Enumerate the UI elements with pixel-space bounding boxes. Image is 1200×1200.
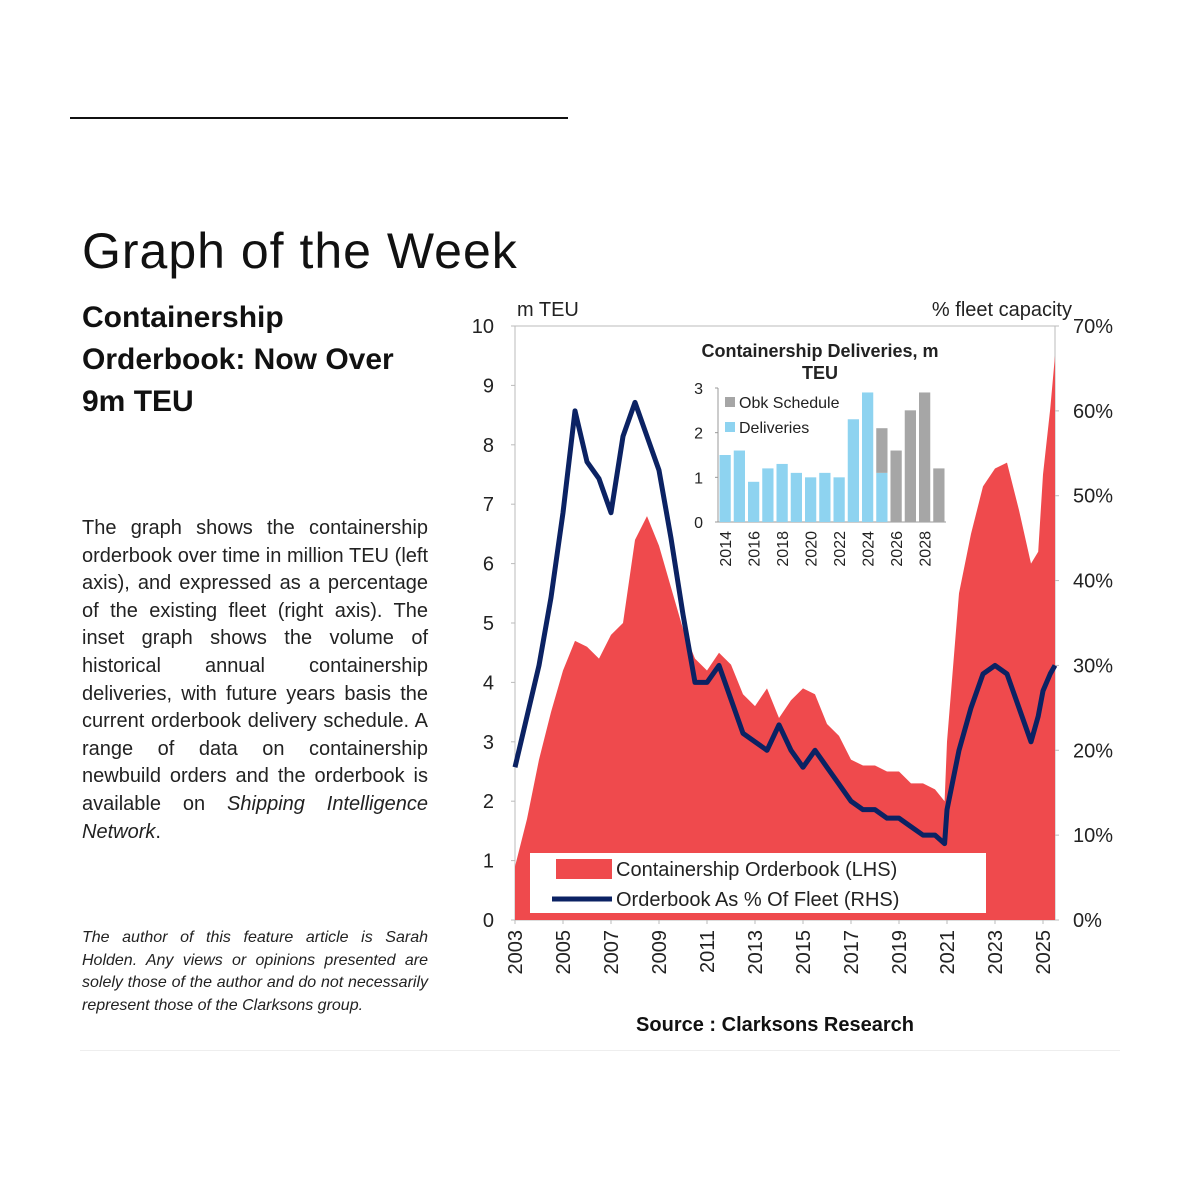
inset-y-tick-label: 3	[694, 381, 703, 398]
inset-x-tick-label: 2020	[804, 531, 821, 567]
x-tick-label: 2007	[601, 930, 623, 975]
x-tick-label: 2019	[889, 930, 911, 975]
inset-x-tick-label: 2024	[861, 531, 878, 567]
inset-bar	[847, 419, 859, 522]
inset-x-tick-label: 2018	[775, 531, 792, 567]
y-axis-label: m TEU	[517, 299, 579, 321]
author-note: The author of this feature article is Sa…	[82, 929, 428, 1014]
inset-bar	[919, 392, 931, 522]
inset-y-tick-label: 2	[694, 426, 703, 443]
page-title: Graph of the Week	[82, 223, 518, 279]
x-tick-label: 2023	[985, 930, 1007, 975]
y-tick-label: 10	[472, 316, 494, 338]
body-emphasis: Shipping Intelligence Network	[82, 792, 428, 843]
y2-tick-label: 40%	[1073, 571, 1113, 593]
y2-axis-label: % fleet capacity	[932, 299, 1072, 321]
article-heading: Containership Orderbook: Now Over 9m TEU	[82, 301, 394, 418]
inset-bar	[733, 450, 745, 522]
inset-bar	[876, 472, 888, 522]
x-tick-label: 2021	[937, 930, 959, 975]
inset-bar	[862, 392, 874, 522]
y-tick-label: 7	[483, 494, 494, 516]
y-tick-label: 9	[483, 375, 494, 397]
inset-x-tick-label: 2026	[889, 531, 906, 567]
legend-label: Orderbook As % Of Fleet (RHS)	[616, 889, 899, 911]
rule	[80, 1050, 1120, 1051]
y2-tick-label: 50%	[1073, 486, 1113, 508]
inset-x-tick-label: 2028	[918, 531, 935, 567]
percent-line	[512, 399, 1058, 847]
inset-bar	[819, 472, 831, 522]
inset-legend-label: Deliveries	[739, 420, 809, 437]
y2-tick-label: 0%	[1073, 910, 1102, 932]
y-tick-label: 1	[483, 851, 494, 873]
x-tick-label: 2015	[793, 930, 815, 975]
inset-bar	[933, 468, 945, 522]
inset-bar	[833, 477, 845, 522]
inset-bar	[876, 428, 888, 473]
article-body: The graph shows the containership orderb…	[82, 515, 428, 846]
inset-x-tick-label: 2016	[747, 531, 764, 567]
x-tick-label: 2017	[841, 930, 863, 975]
legend-swatch	[556, 859, 612, 879]
y-tick-label: 8	[483, 435, 494, 457]
x-tick-label: 2003	[505, 930, 527, 975]
orderbook-area	[515, 355, 1055, 920]
y2-tick-label: 30%	[1073, 655, 1113, 677]
x-tick-label: 2009	[649, 930, 671, 975]
inset-title: Containership Deliveries, m TEU	[701, 341, 939, 383]
legend: Containership Orderbook (LHS) Orderbook A…	[530, 853, 986, 913]
y2-tick-label: 60%	[1073, 401, 1113, 423]
inset-bar	[790, 472, 802, 522]
x-tick-label: 2013	[745, 930, 767, 975]
inset-legend-swatch	[725, 397, 735, 407]
inset-x-tick-label: 2022	[832, 531, 849, 567]
inset-legend-swatch	[725, 422, 735, 432]
inset-bar	[776, 463, 788, 522]
body-text: .	[155, 820, 161, 843]
y-tick-label: 3	[483, 732, 494, 754]
body-text: The graph shows the containership orderb…	[82, 517, 428, 815]
y-tick-label: 6	[483, 554, 494, 576]
y2-tick-label: 10%	[1073, 825, 1113, 847]
inset-y-tick-label: 0	[694, 515, 703, 532]
inset-legend-label: Obk Schedule	[739, 395, 840, 412]
inset-bar	[748, 481, 760, 522]
inset-bar	[762, 468, 774, 522]
inset-bar	[805, 477, 817, 522]
y2-tick-label: 20%	[1073, 740, 1113, 762]
source: Source : Clarksons Research	[636, 1014, 914, 1036]
x-tick-label: 2011	[697, 930, 719, 973]
inset-bar	[904, 410, 916, 522]
inset-y-tick-label: 1	[694, 470, 703, 487]
y-tick-label: 2	[483, 791, 494, 813]
y2-tick-label: 70%	[1073, 316, 1113, 338]
inset-bar	[890, 450, 902, 522]
x-tick-label: 2025	[1033, 930, 1055, 975]
legend-label: Containership Orderbook (LHS)	[616, 859, 897, 881]
y-tick-label: 0	[483, 910, 494, 932]
y-tick-label: 5	[483, 613, 494, 635]
rule	[70, 117, 568, 119]
inset-bar	[719, 455, 731, 522]
inset-x-tick-label: 2014	[718, 531, 735, 567]
y-tick-label: 4	[483, 672, 494, 694]
x-tick-label: 2005	[553, 930, 575, 975]
